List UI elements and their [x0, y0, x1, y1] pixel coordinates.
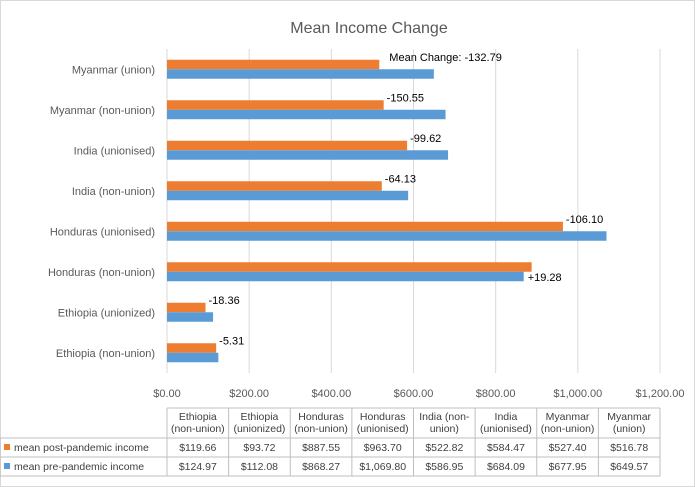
table-cell: $124.97: [179, 461, 217, 473]
table-cell: $119.66: [179, 442, 216, 454]
legend-label: mean pre-pandemic income: [14, 461, 144, 473]
data-label: -5.31: [219, 335, 244, 347]
bar-pre-pandemic: [167, 109, 446, 120]
bar-pre-pandemic: [167, 231, 607, 241]
x-tick-label: $200.00: [229, 388, 269, 400]
legend-swatch: [4, 444, 10, 450]
table-cell: $684.09: [487, 461, 525, 473]
table-header: (non-union): [171, 423, 225, 435]
table-cell: $93.72: [243, 442, 275, 454]
table-cell: $522.82: [425, 442, 463, 454]
data-label: -106.10: [566, 214, 603, 226]
category-label: India (unionised): [74, 145, 155, 157]
table-header: union): [430, 423, 459, 435]
table-header: (non-union): [294, 423, 348, 435]
table-header: (unionized): [233, 423, 285, 435]
data-label: -18.36: [209, 295, 240, 307]
bar-post-pandemic: [167, 181, 382, 191]
table-cell: $963.70: [364, 442, 402, 454]
table-cell: $887.55: [302, 442, 340, 454]
bar-post-pandemic: [167, 140, 408, 151]
x-tick-label: $1,200.00: [636, 388, 685, 400]
table-cell: $527.40: [549, 442, 587, 454]
table-cell: $516.78: [610, 442, 648, 454]
data-label: Mean Change: -132.79: [389, 52, 502, 64]
table-header: (union): [613, 423, 646, 435]
bar-post-pandemic: [167, 221, 563, 232]
bar-pre-pandemic: [167, 352, 219, 363]
bar-pre-pandemic: [167, 150, 449, 160]
table-header: (unionised): [357, 423, 409, 435]
data-label: -150.55: [387, 92, 424, 104]
bar-post-pandemic: [167, 302, 206, 313]
data-label: -99.62: [410, 133, 441, 145]
x-tick-label: $1,000.00: [553, 388, 602, 400]
bar-post-pandemic: [167, 262, 532, 272]
table-cell: $649.57: [610, 461, 648, 473]
legend-swatch: [4, 463, 10, 469]
table-header: Ethiopia: [240, 411, 278, 423]
bar-pre-pandemic: [167, 190, 409, 201]
data-table: Ethiopia(non-union)Ethiopia(unionized)Ho…: [0, 407, 661, 477]
category-label: Honduras (unionised): [50, 226, 155, 238]
table-cell: $677.95: [549, 461, 587, 473]
bar-post-pandemic: [167, 343, 217, 353]
category-label: Ethiopia (unionized): [58, 307, 155, 319]
bars: [167, 59, 607, 363]
category-label: Myanmar (union): [72, 64, 155, 76]
table-header: India (non-: [419, 411, 470, 423]
table-header: Myanmar: [607, 411, 651, 423]
category-labels: Ethiopia (non-union) Ethiopia (unionized)…: [48, 64, 155, 360]
table-cell: $1,069.80: [359, 461, 406, 473]
table-header: Honduras: [360, 411, 406, 423]
table-cell: $868.27: [302, 461, 340, 473]
chart-title: Mean Income Change: [290, 20, 448, 37]
x-axis-ticks: $0.00 $200.00 $400.00 $600.00 $800.00 $1,000.…: [153, 388, 684, 400]
table-header: Ethiopia: [179, 411, 217, 423]
category-label: Ethiopia (non-union): [56, 348, 155, 360]
bar-pre-pandemic: [167, 69, 434, 79]
table-header: Myanmar: [546, 411, 590, 423]
bar-post-pandemic: [167, 100, 384, 110]
x-tick-label: $800.00: [476, 388, 516, 400]
bar-pre-pandemic: [167, 271, 524, 282]
bar-post-pandemic: [167, 59, 380, 70]
category-label: Honduras (non-union): [48, 267, 155, 279]
data-label: +19.28: [528, 272, 562, 284]
data-label: -64.13: [385, 173, 416, 185]
x-tick-label: $600.00: [394, 388, 434, 400]
category-label: Myanmar (non-union): [50, 105, 155, 117]
table-header: (non-union): [541, 423, 595, 435]
table-header: Honduras: [298, 411, 344, 423]
category-label: India (non-union): [72, 186, 155, 198]
table-cell: $586.95: [425, 461, 463, 473]
legend-label: mean post-pandemic income: [14, 442, 149, 454]
data-labels: -5.31 -18.36 +19.28 -106.10 -64.13 -99.62 -150…: [209, 52, 604, 348]
x-tick-label: $0.00: [153, 388, 181, 400]
table-cell: $584.47: [487, 442, 525, 454]
table-header: India: [495, 411, 518, 423]
x-tick-label: $400.00: [311, 388, 351, 400]
table-cell: $112.08: [241, 461, 278, 473]
table-header: (unionised): [480, 423, 532, 435]
bar-pre-pandemic: [167, 312, 214, 322]
